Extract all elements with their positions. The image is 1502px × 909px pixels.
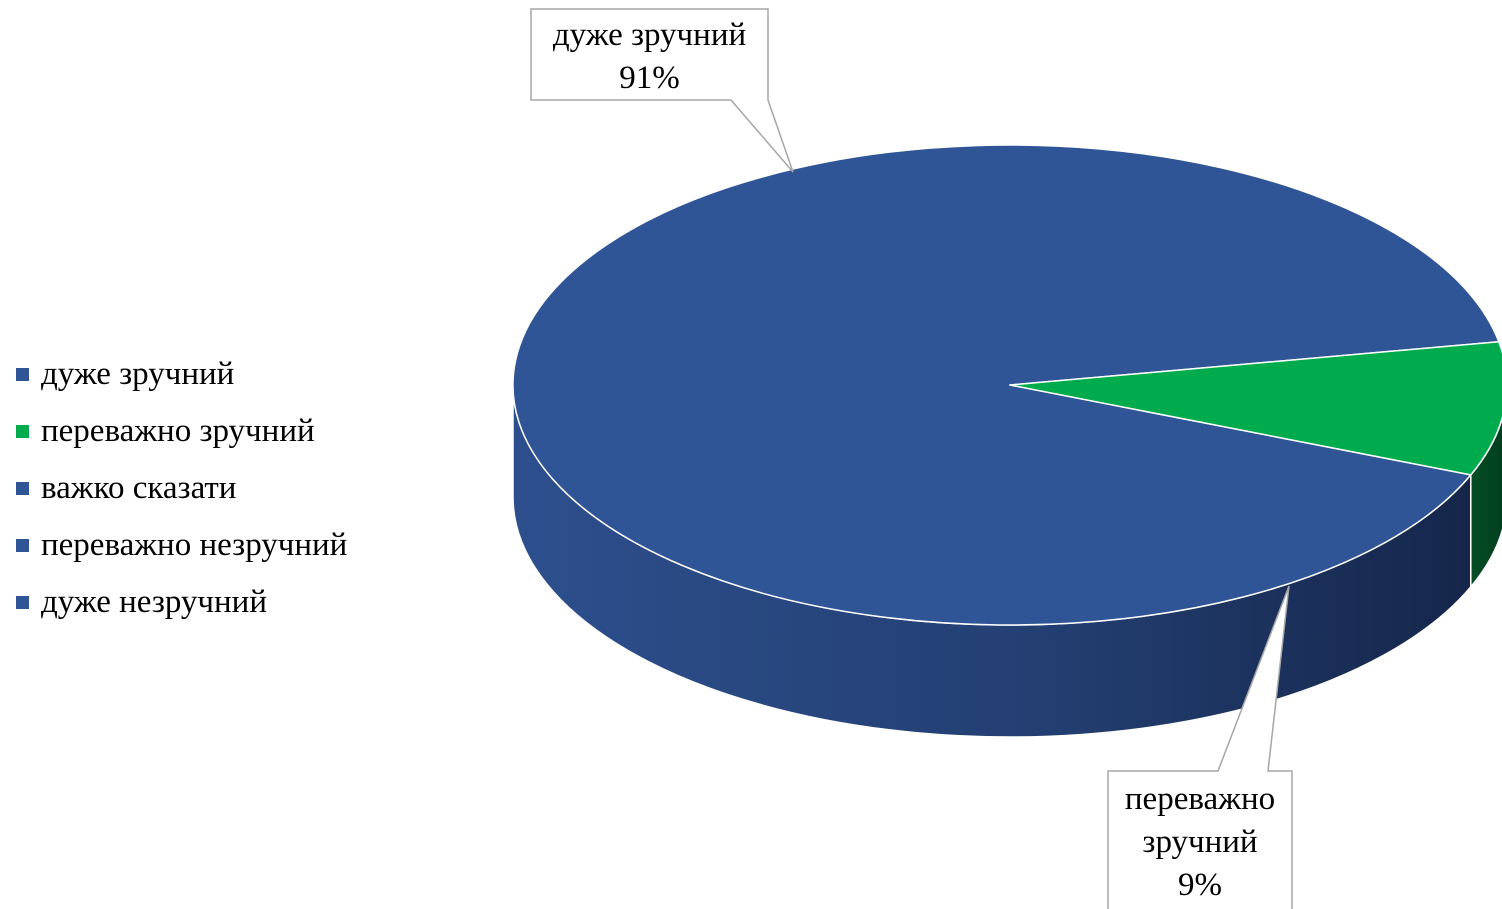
- data-label-category: дуже зручний: [553, 17, 746, 53]
- data-label-callout: [530, 8, 794, 173]
- legend-swatch: [16, 539, 29, 552]
- data-label-value: 9%: [1178, 867, 1222, 903]
- legend-label: переважно зручний: [41, 413, 315, 449]
- legend-item: переважно незручний: [16, 517, 347, 574]
- legend-item: важко сказати: [16, 460, 347, 517]
- pie-slice-very-convenient: [512, 144, 1500, 626]
- legend-swatch: [16, 482, 29, 495]
- legend-swatch: [16, 596, 29, 609]
- data-label-category: зручний: [1142, 824, 1257, 860]
- legend-label: переважно незручний: [41, 527, 348, 563]
- data-label-category: переважно: [1125, 781, 1275, 817]
- data-label-value: 91%: [619, 60, 680, 96]
- legend-swatch: [16, 368, 29, 381]
- legend-item: дуже незручний: [16, 574, 347, 631]
- legend-label: важко сказати: [41, 470, 237, 506]
- legend: дуже зручний переважно зручний важко ска…: [16, 346, 347, 631]
- legend-item: переважно зручний: [16, 403, 347, 460]
- data-label-callout: [1107, 585, 1293, 909]
- pie-side-mostly-convenient: [1470, 415, 1502, 589]
- legend-label: дуже зручний: [41, 356, 235, 392]
- pie-slice-mostly-convenient: [1009, 340, 1502, 476]
- legend-item: дуже зручний: [16, 346, 347, 403]
- legend-label: дуже незручний: [41, 584, 268, 620]
- legend-swatch: [16, 425, 29, 438]
